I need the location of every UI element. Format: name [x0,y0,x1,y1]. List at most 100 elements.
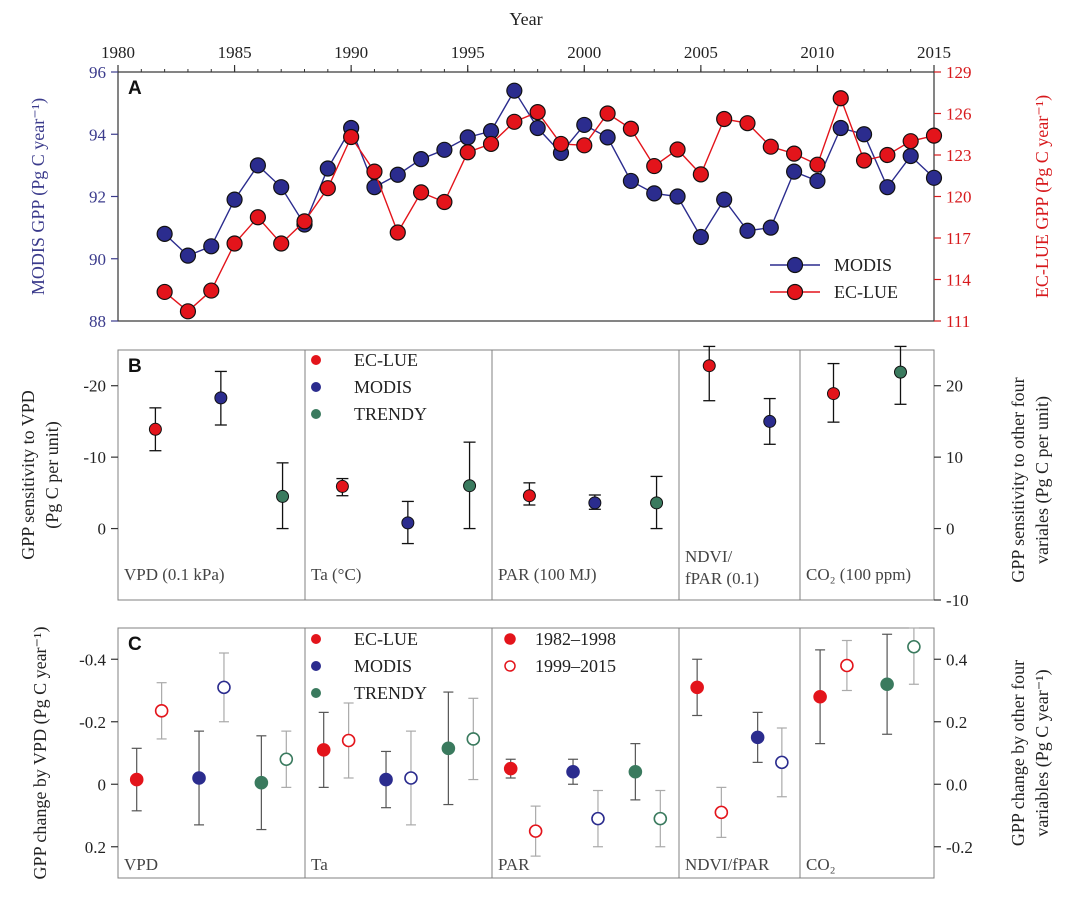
panel-a-y-right-title-group: EC-LUE GPP (Pg C year⁻¹) [1032,95,1053,298]
data-point-ec-lue [879,146,896,164]
data-point-modis [179,247,197,264]
panel-a-y-right-tick-label: 120 [946,188,972,207]
data-point-modis [879,179,896,196]
panel-b-y-right-tick-label: 20 [946,377,963,396]
panel-c-y-right-title-group: GPP change by other four variables (Pg C … [1008,660,1053,846]
panel-a-y-left-title: MODIS GPP (Pg C year⁻¹) [28,98,49,295]
legend-c-label-modis: MODIS [354,656,412,676]
panel-a-x-tick-label: 1995 [451,43,485,62]
panel-c-frame [117,627,935,879]
panel-a-y-left-tick-label: 96 [89,63,106,82]
legend-c-period-marker-2 [504,660,516,672]
data-point-modis-early [750,730,765,745]
panel-c-y-left-tick-label: 0 [98,775,107,794]
panel-c-sub-label-3: PAR [498,855,530,874]
panel-a-x-tick-label: 2015 [917,43,951,62]
data-point-modis [401,516,415,530]
data-point-ec-lue [552,135,570,153]
panel-a-x-tick-label: 1980 [101,43,135,62]
legend-label-ec-lue: EC-LUE [834,282,898,302]
panel-b-y-right-title-group: GPP sensitivity to other four variales (P… [1008,377,1053,582]
data-point-modis [319,160,336,177]
panel-a-y-right-title: EC-LUE GPP (Pg C year⁻¹) [1032,95,1053,298]
data-point-ec-lue-early [690,680,704,695]
legend-c-marker-ec-lue [311,634,321,644]
panel-a-y-right-tick-label: 129 [946,63,972,82]
panel-a-x-tick-label: 2010 [800,43,834,62]
panel-c-y-right-tick-label: -0.2 [946,838,973,857]
data-point-ec-lue [925,127,943,144]
panel-a-y-left-tick-label: 90 [89,250,106,269]
panel-c-y-left-tick-label: -0.4 [79,650,106,669]
data-point-trendy-late [653,811,668,826]
data-point-ec-lue [809,156,826,173]
data-point-trendy-early [628,764,643,779]
panel-c-y-right-title-line-2: variables (Pg C year⁻¹) [1032,669,1053,836]
legend-b-marker-trendy [311,409,321,419]
panel-b-y-left-title-line-2: (Pg C per unit) [42,421,63,529]
data-point-ec-lue [319,180,336,197]
data-point-modis [762,219,779,236]
legend-c-period-label-1: 1982–1998 [535,629,616,649]
data-point-ec-lue [522,489,536,503]
data-point-modis [506,82,523,99]
data-point-modis [156,225,173,242]
data-point-trendy-late [279,752,294,767]
panel-b-y-left-title-line-1: GPP sensitivity to VPD [18,390,38,560]
data-point-modis [763,414,777,428]
data-point-ec-lue [832,90,849,107]
data-point-trendy-late [466,732,481,746]
panel-b-frame [117,349,935,601]
data-point-modis-late [591,811,605,826]
data-point-modis [249,157,266,174]
legend-b-label-ec-lue: EC-LUE [354,350,418,370]
data-point-ec-lue [576,137,593,154]
data-point-ec-lue-early [813,689,827,704]
panel-c-y-right-tick-label: 0.4 [946,650,968,669]
data-point-modis [692,228,709,246]
data-point-ec-lue [855,152,873,169]
data-point-modis [622,172,640,190]
data-point-ec-lue [716,110,733,128]
panel-a-x-tick-label: 2005 [684,43,718,62]
data-point-ec-lue [702,359,716,373]
data-point-modis [809,172,826,190]
panel-a-y-left-title-group: MODIS GPP (Pg C year⁻¹) [28,98,49,295]
data-point-ec-lue [692,166,709,183]
panel-c-y-right-tick-label: 0.0 [946,775,967,794]
data-point-modis [226,191,243,208]
data-point-ec-lue [786,145,803,162]
data-point-ec-lue-early [316,743,331,757]
panel-b-y-left-tick-label: 0 [98,520,107,539]
data-point-modis-early [379,772,393,787]
panel-b-sub-label-1: VPD (0.1 kPa) [124,565,225,584]
data-point-ec-lue [436,193,453,211]
panel-b-sub-label-3: PAR (100 MJ) [498,565,597,584]
data-point-ec-lue [249,209,266,226]
data-point-trendy-early [441,741,456,756]
legend-c-label-trendy: TRENDY [354,683,427,703]
data-point-ec-lue [599,105,616,122]
data-point-modis-late [404,771,418,785]
data-point-modis [855,126,873,143]
panel-b-y-left-tick-label: -10 [83,448,106,467]
data-point-modis [273,179,290,196]
data-point-ec-lue [156,283,173,301]
panel-b-y-left-title-group: GPP sensitivity to VPD (Pg C per unit) [18,390,63,560]
panel-c-sub-label-1: VPD [124,855,158,874]
data-point-ec-lue [226,235,243,252]
data-point-ec-lue [203,282,220,299]
legend-b-marker-ec-lue [311,355,321,365]
legend-c-marker-trendy [311,688,321,698]
data-point-trendy [276,489,290,503]
data-point-modis-early [192,771,206,785]
data-point-ec-lue [622,120,640,137]
data-point-ec-lue [389,224,406,241]
panel-c-y-right-title-line-1: GPP change by other four [1008,660,1028,846]
panel-b-letter: B [128,356,142,377]
panel-a-y-left-tick-label: 88 [89,312,106,331]
data-point-ec-lue [273,235,290,252]
data-point-ec-lue [148,422,162,436]
panel-b-y-right-title-line-2: variales (Pg C per unit) [1032,396,1053,564]
panel-a-x-tick-label: 1990 [334,43,368,62]
